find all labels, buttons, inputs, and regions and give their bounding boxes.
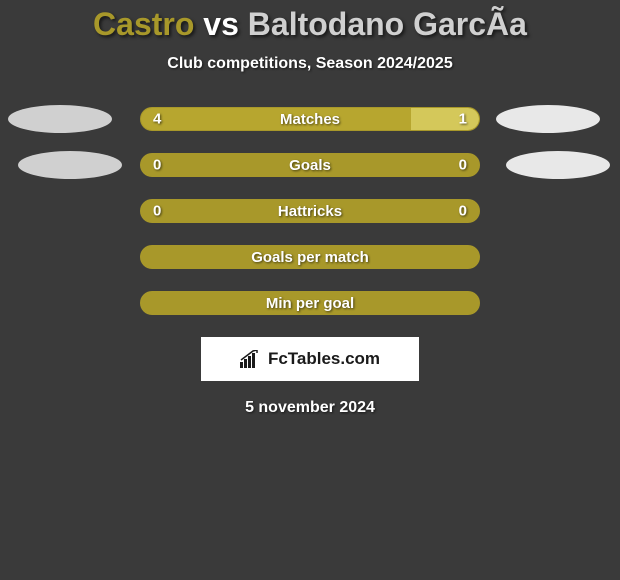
value-left: 4 xyxy=(153,111,161,128)
date-label: 5 november 2024 xyxy=(0,399,620,417)
bar-fill-left xyxy=(141,108,411,130)
player2-name: Baltodano GarcÃa xyxy=(248,6,527,42)
stat-row: 0 0 Hattricks xyxy=(0,199,620,223)
stat-label: Matches xyxy=(280,111,340,128)
page-title: Castro vs Baltodano GarcÃa xyxy=(0,6,620,43)
stats-rows: 4 1 Matches 0 0 Goals 0 0 Hattricks Goals per mat… xyxy=(0,107,620,315)
oval-right xyxy=(496,105,600,133)
oval-left xyxy=(18,151,122,179)
stat-bar: 0 0 Hattricks xyxy=(140,199,480,223)
value-right: 0 xyxy=(459,157,467,174)
stat-row: 4 1 Matches xyxy=(0,107,620,131)
bar-fill-right xyxy=(411,108,479,130)
stat-row: Goals per match xyxy=(0,245,620,269)
oval-left xyxy=(8,105,112,133)
stat-bar: Goals per match xyxy=(140,245,480,269)
stat-row: Min per goal xyxy=(0,291,620,315)
stat-row: 0 0 Goals xyxy=(0,153,620,177)
value-right: 1 xyxy=(459,111,467,128)
value-left: 0 xyxy=(153,203,161,220)
player1-name: Castro xyxy=(93,6,194,42)
stat-label: Min per goal xyxy=(266,295,354,312)
stat-label: Goals per match xyxy=(251,249,369,266)
oval-right xyxy=(506,151,610,179)
stat-label: Hattricks xyxy=(278,203,342,220)
stat-label: Goals xyxy=(289,157,331,174)
comparison-infographic: Castro vs Baltodano GarcÃa Club competit… xyxy=(0,0,620,580)
stat-bar: Min per goal xyxy=(140,291,480,315)
stat-bar: 0 0 Goals xyxy=(140,153,480,177)
value-right: 0 xyxy=(459,203,467,220)
stat-bar: 4 1 Matches xyxy=(140,107,480,131)
logo-text: FcTables.com xyxy=(268,349,380,369)
subtitle: Club competitions, Season 2024/2025 xyxy=(0,55,620,73)
vs-label: vs xyxy=(203,6,239,42)
logo-box: FcTables.com xyxy=(201,337,419,381)
value-left: 0 xyxy=(153,157,161,174)
chart-icon xyxy=(240,350,262,368)
